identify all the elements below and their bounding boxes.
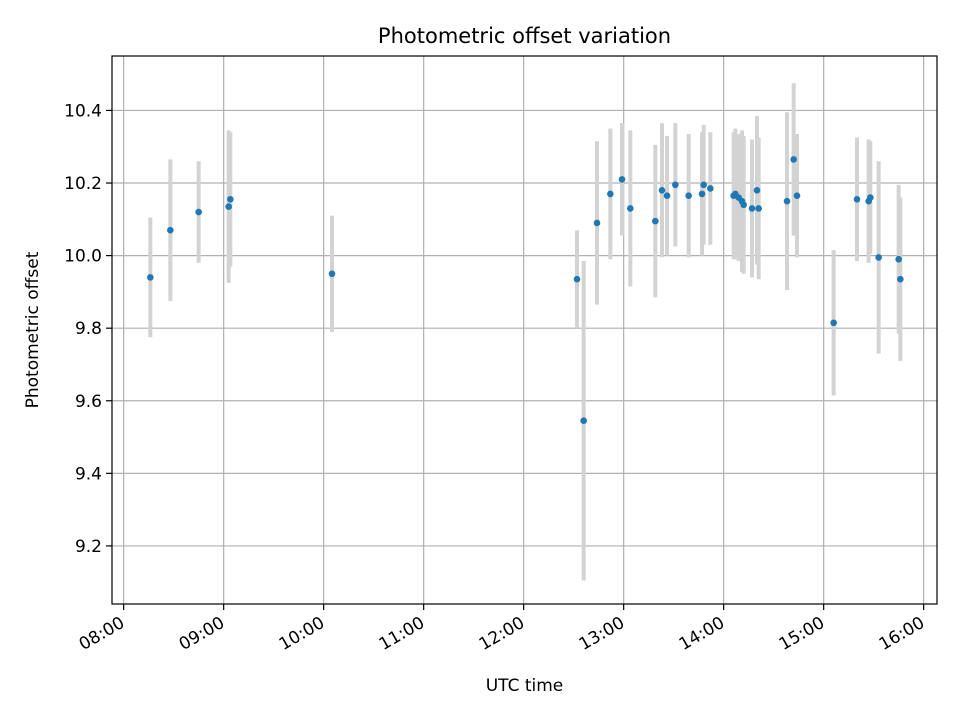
data-point	[867, 194, 874, 201]
data-point	[195, 208, 202, 216]
data-point	[227, 196, 234, 203]
data-point	[658, 186, 666, 194]
data-point	[663, 192, 671, 200]
data-point	[627, 205, 634, 212]
y-tick-label: 10.2	[64, 174, 102, 194]
y-tick-label: 10.0	[64, 247, 102, 267]
y-tick-label: 9.8	[75, 319, 102, 339]
x-tick-label: 08:00	[76, 613, 128, 655]
x-tick-label: 13:00	[576, 613, 628, 655]
plot-frame	[111, 55, 938, 605]
x-tick-label: 15:00	[776, 613, 828, 655]
data-point	[895, 255, 902, 263]
data-point	[225, 203, 232, 210]
x-axis-label: UTC time	[486, 676, 564, 696]
grid-lines	[112, 56, 937, 604]
data-point	[755, 205, 762, 212]
data-point	[707, 185, 714, 192]
y-axis-label: Photometric offset	[23, 251, 43, 408]
data-point	[672, 181, 679, 189]
data-point	[740, 201, 747, 209]
data-point	[618, 176, 626, 183]
x-tick-label: 16:00	[876, 613, 928, 655]
x-tick-label: 12:00	[476, 613, 528, 655]
data-point	[652, 217, 659, 225]
x-tick-label: 11:00	[376, 613, 428, 655]
data-point	[607, 190, 614, 198]
data-point	[147, 274, 154, 281]
data-point	[853, 196, 861, 203]
y-tick-label: 10.4	[64, 101, 102, 121]
data-point	[698, 190, 706, 198]
x-tick-label: 14:00	[676, 613, 728, 655]
data-point	[700, 181, 707, 189]
x-tick-label: 10:00	[276, 613, 328, 655]
data-point	[593, 219, 601, 227]
data-point	[793, 192, 801, 200]
data-point	[790, 156, 797, 163]
data-point	[783, 197, 791, 205]
chart-title: Photometric offset variation	[378, 24, 671, 48]
y-tick-label: 9.4	[75, 464, 102, 484]
data-point	[875, 254, 882, 261]
data-point	[748, 205, 756, 212]
data-points	[147, 156, 904, 425]
data-point	[580, 417, 587, 425]
data-point	[573, 275, 581, 283]
data-point	[830, 319, 837, 327]
data-point	[897, 275, 904, 283]
error-bars	[148, 83, 903, 581]
data-point	[685, 192, 692, 200]
x-tick-label: 09:00	[176, 613, 228, 655]
data-point	[328, 270, 336, 278]
y-tick-label: 9.6	[75, 392, 102, 412]
data-point	[753, 186, 761, 194]
data-point	[167, 226, 174, 234]
y-tick-label: 9.2	[75, 537, 102, 557]
